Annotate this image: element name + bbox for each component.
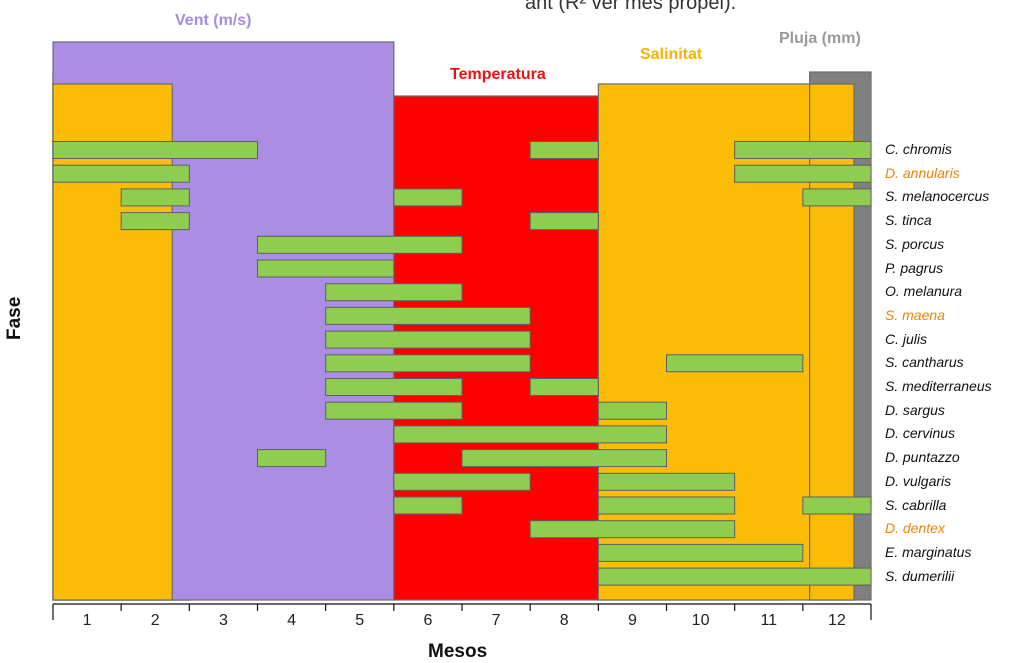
bar-13-1 <box>461 449 667 468</box>
bar-15-1 <box>597 496 736 515</box>
x-axis-label: Mesos <box>428 641 488 662</box>
species-label-10: S. mediterraneus <box>885 378 992 394</box>
bar-9-0 <box>325 354 531 373</box>
species-label-7: S. maena <box>885 306 945 323</box>
species-label-11: D. sargus <box>885 401 945 418</box>
bar-18-0 <box>597 567 872 586</box>
species-label-8: C. julis <box>885 330 928 347</box>
month-label-5: 5 <box>355 612 365 629</box>
bar-11-0 <box>325 401 463 420</box>
species-label-4: S. porcus <box>885 235 945 252</box>
species-label-12: D. cervinus <box>885 425 956 442</box>
month-label-9: 9 <box>627 612 637 629</box>
bar-6-0 <box>325 283 463 302</box>
species-label-9: S. cantharus <box>885 354 964 371</box>
month-label-12: 12 <box>828 612 846 629</box>
bar-2-0 <box>120 188 190 207</box>
month-label-3: 3 <box>218 612 228 629</box>
bar-2-1 <box>393 188 463 207</box>
bar-8-0 <box>325 330 531 349</box>
month-label-6: 6 <box>423 612 433 629</box>
month-label-2: 2 <box>150 612 160 629</box>
zone-label-rain: Pluja (mm) <box>779 30 861 47</box>
bar-15-2 <box>802 496 872 515</box>
month-label-7: 7 <box>491 612 501 629</box>
zone-label-temperature: Temperatura <box>450 66 546 83</box>
bar-11-1 <box>597 401 667 420</box>
x-axis <box>52 603 872 620</box>
bar-4-0 <box>257 235 463 254</box>
zone-label-wind: Vent (m/s) <box>175 12 252 29</box>
month-label-10: 10 <box>691 612 710 629</box>
bar-16-0 <box>529 520 736 539</box>
species-label-13: D. puntazzo <box>885 449 960 466</box>
month-label-11: 11 <box>760 612 778 629</box>
bars-layer <box>52 141 872 586</box>
bar-0-0 <box>52 141 258 159</box>
species-label-1: D. annularis <box>885 164 960 181</box>
species-label-14: D. vulgaris <box>885 472 952 489</box>
month-label-4: 4 <box>287 612 297 629</box>
month-label-8: 8 <box>559 612 569 629</box>
bar-10-0 <box>325 378 463 396</box>
bar-3-0 <box>120 212 190 231</box>
month-label-1: 1 <box>82 612 92 629</box>
species-label-0: C. chromis <box>885 141 952 157</box>
species-label-6: O. melanura <box>885 283 963 300</box>
bar-14-1 <box>597 472 736 491</box>
zone-salinity-right-inset <box>809 83 855 601</box>
species-label-18: S. dumerilii <box>885 567 955 584</box>
bar-10-1 <box>529 378 599 396</box>
bar-7-0 <box>325 306 531 325</box>
zone-salinity-left-inset <box>52 83 173 601</box>
bar-17-0 <box>597 543 804 562</box>
bar-3-1 <box>529 212 599 231</box>
bar-2-2 <box>802 188 872 207</box>
bar-0-2 <box>734 141 872 159</box>
bar-1-0 <box>52 164 190 183</box>
bar-13-0 <box>257 449 327 468</box>
bar-1-1 <box>734 164 872 183</box>
bar-12-0 <box>393 425 667 444</box>
species-label-17: E. marginatus <box>885 543 972 560</box>
y-axis-label: Fase <box>4 296 25 340</box>
species-label-15: S. cabrilla <box>885 496 947 513</box>
species-label-2: S. melanocercus <box>885 188 990 205</box>
bar-9-1 <box>666 354 804 373</box>
bar-15-0 <box>393 496 463 515</box>
bar-0-1 <box>529 141 599 159</box>
species-label-5: P. pagrus <box>885 259 944 276</box>
species-label-3: S. tinca <box>885 212 932 229</box>
species-label-16: D. dentex <box>885 520 945 537</box>
bar-14-0 <box>393 472 531 491</box>
zone-label-salinity: Salinitat <box>640 46 703 63</box>
bar-5-0 <box>257 259 395 278</box>
truncated-caption: ant (R² ver mes propel). <box>525 0 737 14</box>
